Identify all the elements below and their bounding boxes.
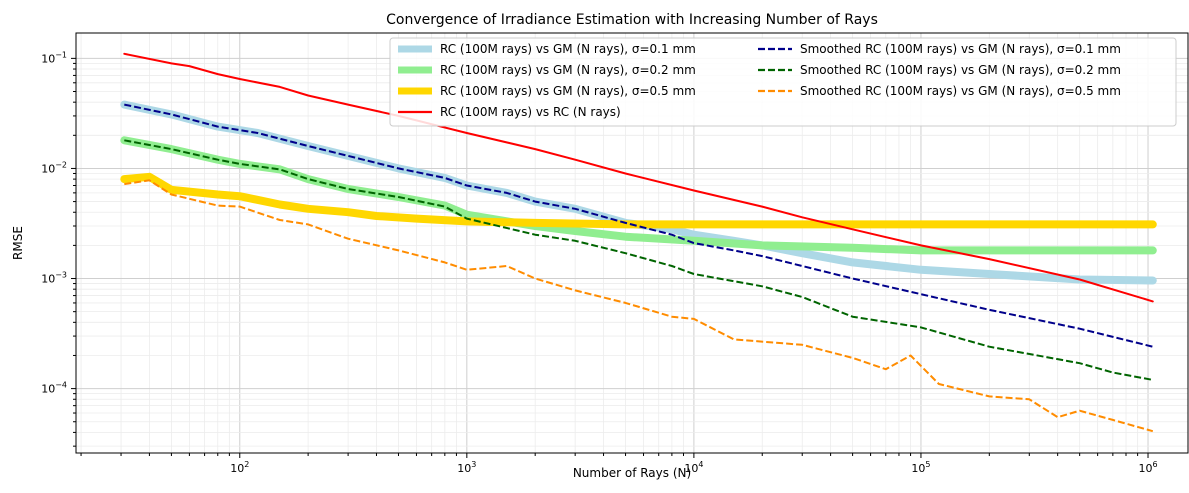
legend-label: Smoothed RC (100M rays) vs GM (N rays), … [800,42,1121,56]
legend: RC (100M rays) vs GM (N rays), σ=0.1 mm R… [389,37,1177,127]
series-line-7 [124,179,1154,433]
y-tick-label: 10−1 [41,50,67,65]
x-tick-label: 104 [684,460,703,475]
legend-label: RC (100M rays) vs GM (N rays), σ=0.1 mm [440,42,696,56]
y-tick-label: 10−2 [41,160,67,175]
legend-label: RC (100M rays) vs RC (N rays) [440,105,621,119]
x-tick-label: 102 [230,460,249,475]
y-axis-label: RMSE [11,226,25,260]
series-line-4 [123,52,1154,303]
series-line-2 [120,136,1157,255]
legend-box [389,37,1177,127]
x-tick-label: 106 [1138,460,1157,475]
series-line-3 [120,172,1157,229]
series-line-5 [124,103,1154,348]
series-layer [120,52,1157,433]
series-line-6 [124,139,1153,381]
x-tick-label: 105 [911,460,930,475]
y-tick-label: 10−4 [41,381,67,396]
legend-label: Smoothed RC (100M rays) vs GM (N rays), … [800,63,1121,77]
legend-label: Smoothed RC (100M rays) vs GM (N rays), … [800,84,1121,98]
plot-frame [75,32,1189,454]
legend-label: RC (100M rays) vs GM (N rays), σ=0.2 mm [440,63,696,77]
y-tick-label: 10−3 [41,271,67,286]
legend-label: RC (100M rays) vs GM (N rays), σ=0.5 mm [440,84,696,98]
x-tick-label: 103 [457,460,476,475]
tick-layer: 102 103 104 105 106 10−4 10−3 10−2 10−1 [41,50,1157,475]
x-axis-label: Number of Rays (N) [573,466,691,480]
chart-title: Convergence of Irradiance Estimation wit… [386,12,878,28]
